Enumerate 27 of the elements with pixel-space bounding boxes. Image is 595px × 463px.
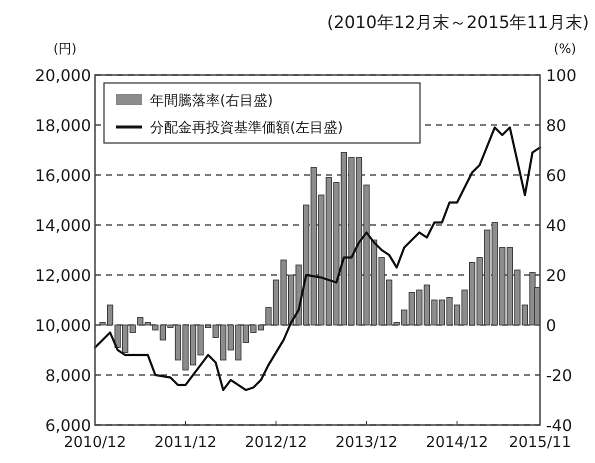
x-tick-label: 2010/12 <box>64 433 126 451</box>
y-tick-label: 20,000 <box>35 66 91 85</box>
legend-label: 分配金再投資基準価額(左目盛) <box>150 120 343 136</box>
y-axis-title: (円) <box>53 42 77 57</box>
y-tick-label: 16,000 <box>35 166 91 185</box>
y-tick-label: 12,000 <box>35 266 91 285</box>
x-tick-label: 2014/12 <box>426 433 488 451</box>
y-tick-label: 6,000 <box>45 416 91 435</box>
y-tick-label: 14,000 <box>35 216 91 235</box>
y-tick-label: 8,000 <box>45 366 91 385</box>
chart-title: (2010年12月末～2015年11月末) <box>326 13 589 33</box>
x-tick-label: 2011/12 <box>154 433 217 451</box>
y2-tick-label: 80 <box>546 116 566 135</box>
y-tick-label: 10,000 <box>35 316 91 335</box>
x-tick-label: 2013/12 <box>335 433 398 451</box>
y2-tick-label: 20 <box>546 266 566 285</box>
y2-tick-label: 0 <box>546 316 556 335</box>
y2-tick-label: 100 <box>546 66 577 85</box>
y2-axis-title: (%) <box>554 42 576 57</box>
y-tick-label: 18,000 <box>35 116 91 135</box>
legend-label: 年間騰落率(右目盛) <box>150 93 273 109</box>
y2-tick-label: 60 <box>546 166 566 185</box>
y2-tick-label: -20 <box>546 366 572 385</box>
x-tick-label: 2012/12 <box>244 433 308 451</box>
y2-tick-label: 40 <box>546 216 566 235</box>
y2-tick-label: -40 <box>546 416 572 435</box>
x-tick-label: 2015/11 <box>508 433 572 451</box>
